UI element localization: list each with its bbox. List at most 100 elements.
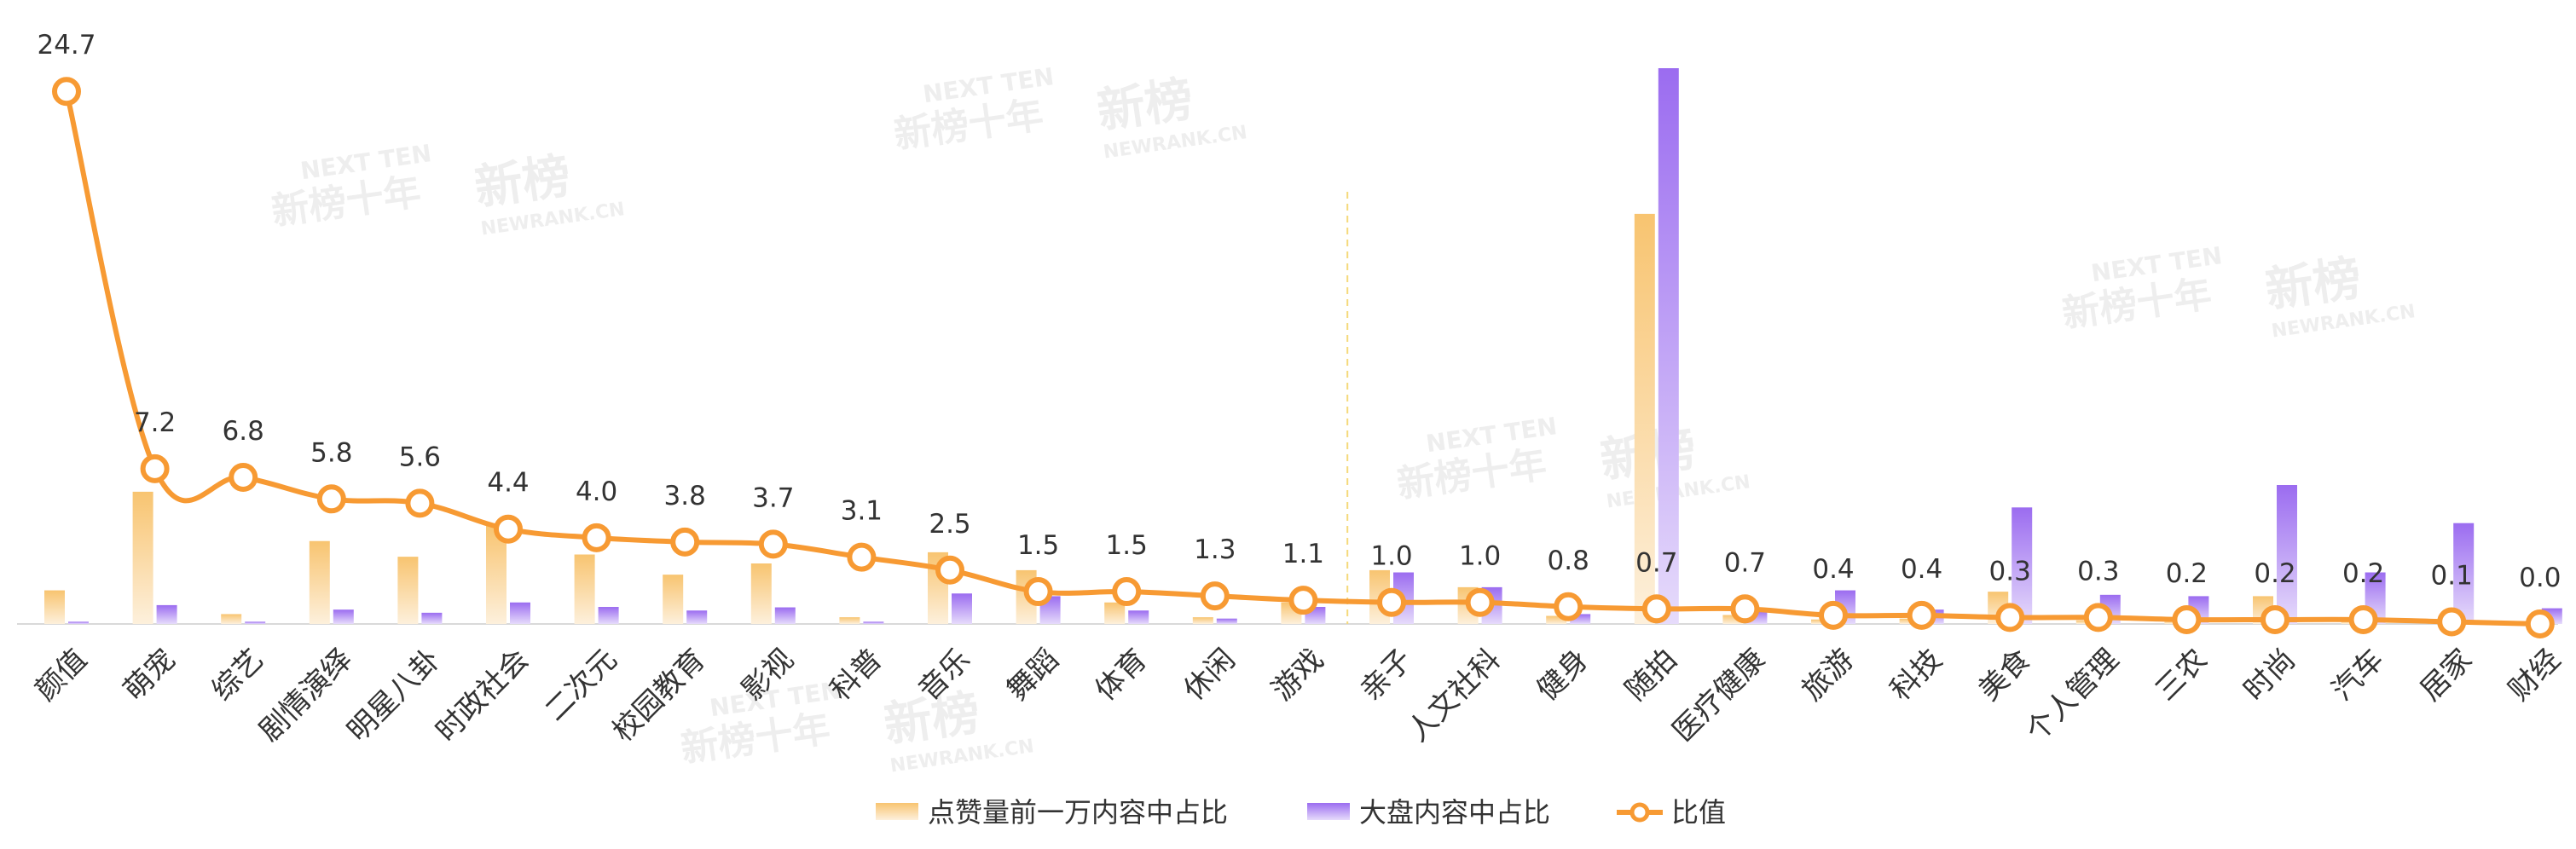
watermark-decade: 新榜十年 [2059, 272, 2214, 336]
watermark-decade: 新榜十年 [1394, 442, 1548, 506]
ratio-point-22 [1995, 603, 2025, 632]
bar-overall-9 [863, 621, 884, 624]
category-label-21: 科技 [1884, 643, 1948, 708]
ratio-point-12 [1112, 577, 1142, 607]
watermark-brand: 新榜 [881, 685, 983, 754]
category-label-24: 三农 [2149, 643, 2214, 708]
category-label-15: 亲子 [1354, 643, 1419, 708]
ratio-value-label-23: 0.3 [2077, 556, 2119, 586]
category-label-28: 财经 [2502, 643, 2567, 708]
category-label-20: 旅游 [1796, 643, 1861, 708]
ratio-point-11 [1023, 577, 1053, 607]
bar-overall-1 [156, 604, 177, 624]
bar-top10k-17 [1546, 615, 1567, 624]
ratio-points-layer [52, 77, 2555, 638]
category-label-23: 个人管理 [2019, 643, 2125, 748]
bar-overall-4 [421, 612, 443, 624]
bar-overall-8 [774, 607, 796, 624]
watermark-decade: 新榜十年 [269, 170, 423, 234]
ratio-point-27 [2437, 607, 2467, 637]
category-label-22: 美食 [1972, 643, 2037, 708]
category-label-11: 舞蹈 [1000, 643, 1065, 708]
ratio-point-23 [2083, 603, 2113, 632]
bar-overall-27 [2453, 523, 2475, 624]
ratio-point-28 [2525, 609, 2555, 638]
category-tick-labels: 颜值 萌宠 综艺剧情演绎明星八卦时政社会 二次元校园教育 影视 科普 音乐 舞蹈 体育 休闲 游戏亲… [29, 643, 2567, 748]
bar-top10k-19 [1722, 615, 1744, 624]
bar-overall-17 [1570, 614, 1591, 624]
bar-top10k-2 [221, 614, 242, 624]
category-label-1: 萌宠 [117, 643, 182, 708]
bar-overall-5 [510, 602, 530, 624]
category-label-2: 综艺 [206, 643, 270, 708]
ratio-value-label-6: 4.0 [576, 476, 617, 507]
ratio-point-21 [1907, 600, 1936, 630]
ratio-point-25 [2261, 604, 2289, 634]
ratio-value-label-26: 0.2 [2342, 558, 2384, 589]
ratio-value-label-1: 7.2 [134, 407, 176, 438]
ratio-point-14 [1288, 586, 1318, 615]
bar-overall-6 [598, 607, 619, 624]
ratio-value-label-22: 0.3 [1989, 556, 2031, 586]
watermark-brand: 新榜 [1094, 72, 1196, 140]
category-label-25: 时尚 [2237, 643, 2302, 708]
legend-swatch-overall [1307, 803, 1350, 820]
bar-top10k-4 [397, 557, 419, 624]
ratio-point-16 [1465, 587, 1495, 617]
ratio-value-label-0: 24.7 [37, 30, 96, 61]
watermark-decade: 新榜十年 [678, 707, 832, 771]
ratio-point-2 [229, 463, 258, 492]
ratio-value-label-11: 1.5 [1017, 530, 1059, 561]
ratio-point-7 [670, 527, 700, 557]
category-label-4: 明星八卦 [341, 643, 447, 748]
bar-overall-13 [1216, 618, 1237, 624]
bar-overall-2 [245, 621, 266, 624]
bar-top10k-13 [1192, 617, 1213, 624]
ratio-point-24 [2172, 604, 2202, 634]
ratio-point-18 [1641, 594, 1671, 624]
ratio-value-label-2: 6.8 [223, 416, 264, 447]
watermark-brand: 新榜 [2262, 251, 2365, 319]
bar-overall-7 [686, 610, 708, 624]
category-label-6: 二次元 [538, 643, 623, 728]
ratio-point-19 [1730, 594, 1760, 624]
category-label-3: 剧情演绎 [252, 643, 358, 748]
bar-overall-18 [1658, 68, 1679, 624]
category-label-16: 人文社科 [1401, 643, 1507, 748]
ratio-point-20 [1819, 600, 1848, 630]
ratio-point-15 [1377, 587, 1406, 617]
ratio-value-label-5: 4.4 [487, 468, 529, 499]
ratio-point-17 [1554, 592, 1583, 621]
ratio-value-label-25: 0.2 [2254, 558, 2295, 589]
ratio-point-10 [935, 555, 964, 585]
ratio-point-6 [582, 523, 611, 552]
bar-top10k-9 [839, 617, 860, 624]
legend-label-top10k: 点赞量前一万内容中占比 [928, 796, 1228, 829]
ratio-point-26 [2348, 604, 2378, 634]
category-label-27: 居家 [2414, 643, 2479, 708]
category-label-18: 随拍 [1618, 643, 1683, 708]
ratio-value-label-12: 1.5 [1106, 530, 1148, 561]
ratio-value-label-3: 5.8 [310, 437, 352, 468]
bar-top10k-0 [44, 590, 65, 624]
ratio-point-1 [140, 453, 170, 483]
ratio-point-4 [405, 488, 435, 518]
bar-top10k-3 [309, 540, 330, 624]
category-label-14: 游戏 [1265, 643, 1330, 708]
bar-overall-12 [1128, 610, 1149, 624]
category-label-13: 休闲 [1177, 643, 1242, 708]
bar-overall-3 [333, 609, 354, 624]
ratio-value-label-13: 1.3 [1194, 534, 1236, 565]
category-label-5: 时政社会 [429, 643, 535, 748]
bar-top10k-18 [1634, 213, 1655, 625]
ratio-value-label-19: 0.7 [1724, 547, 1766, 578]
watermark-brand: 新榜 [472, 148, 574, 217]
legend: 点赞量前一万内容中占比 大盘内容中占比 比值 [876, 796, 1726, 829]
ratio-value-label-20: 0.4 [1812, 554, 1854, 585]
ratio-value-label-7: 3.8 [664, 481, 706, 511]
category-label-19: 医疗健康 [1666, 643, 1772, 748]
